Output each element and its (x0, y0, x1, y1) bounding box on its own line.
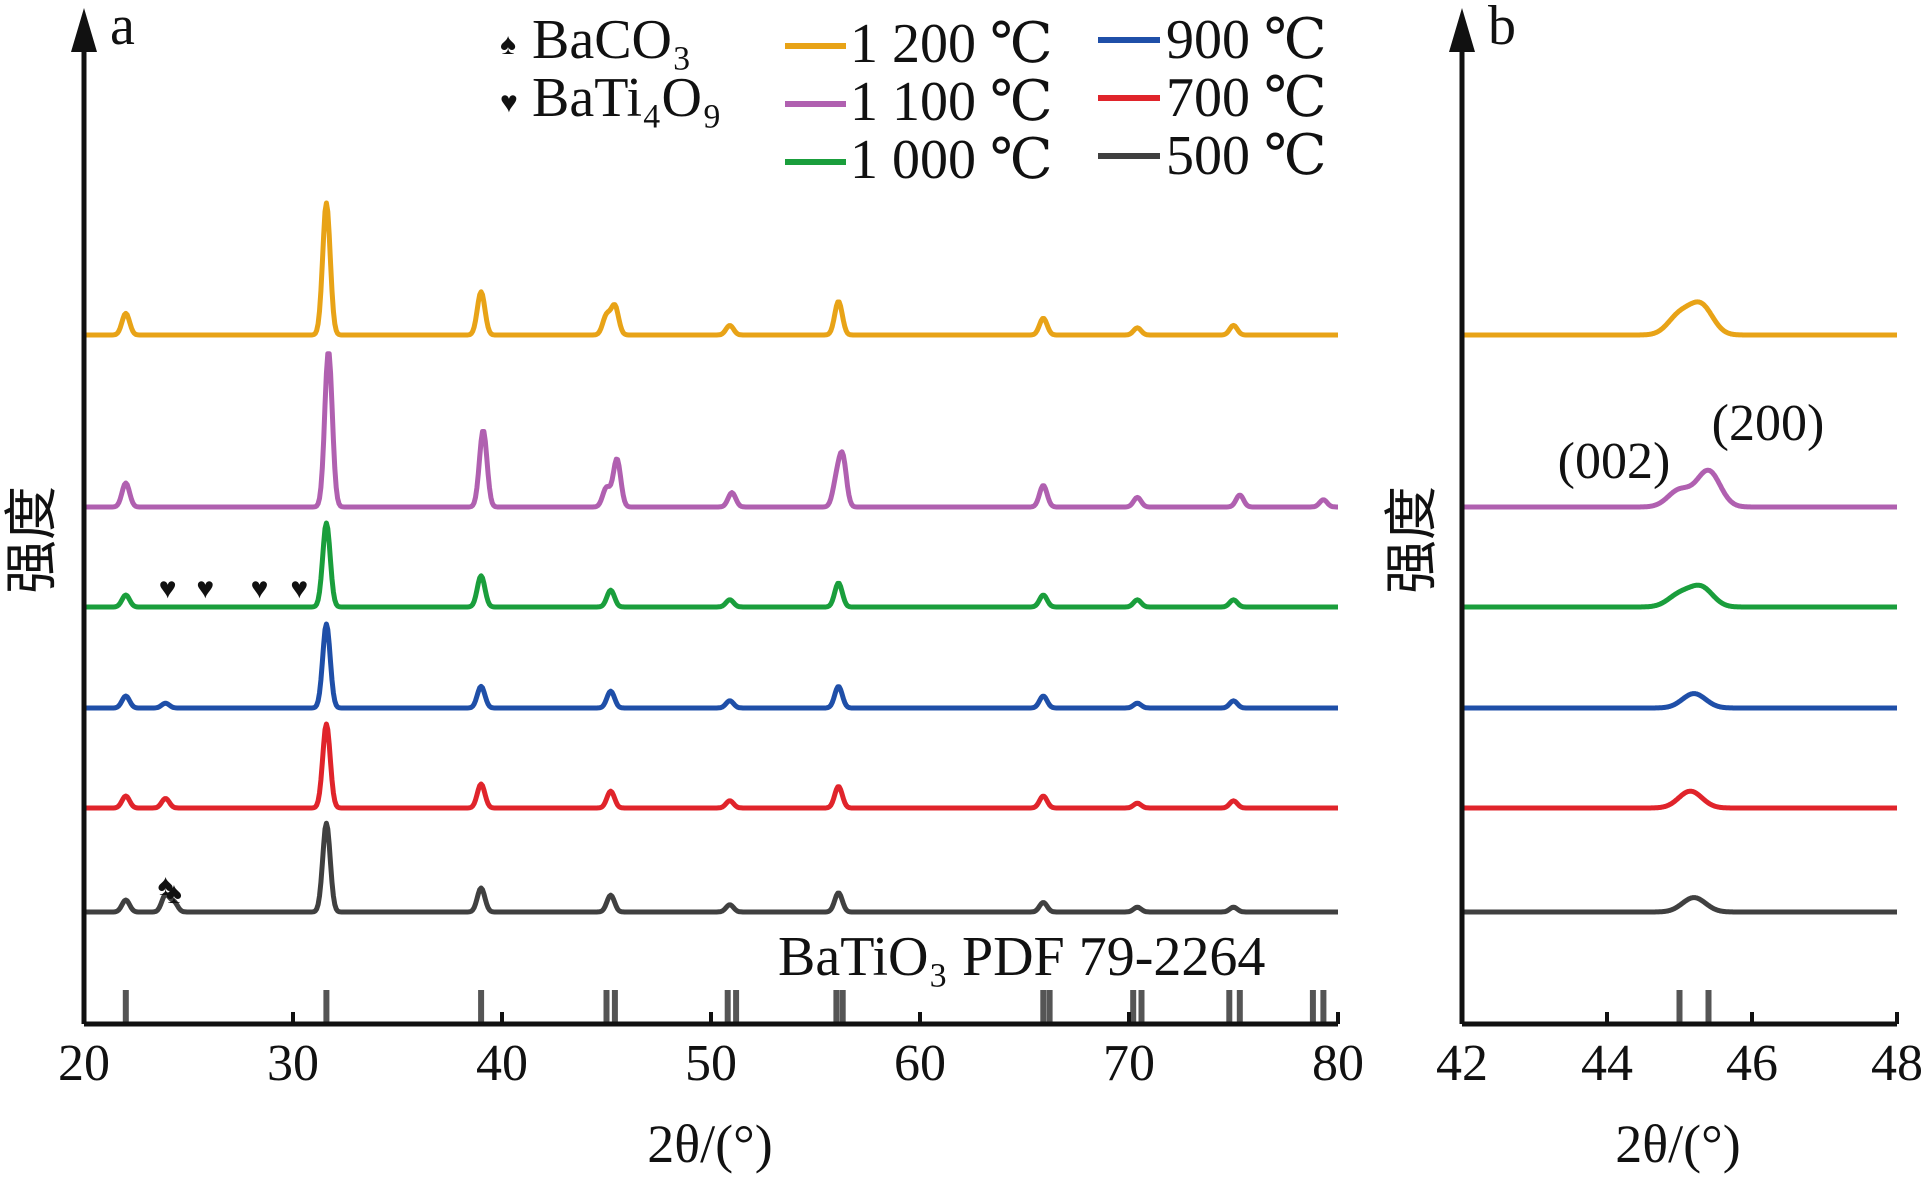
a-ref-peak-15 (1309, 990, 1316, 1024)
heart-icon: ♥ (196, 572, 214, 605)
a-ref-peak-8 (839, 990, 846, 1024)
legend-label-700: 700 ℃ (1166, 67, 1327, 129)
a-ref-peak-3 (603, 990, 610, 1024)
heart-icon: ♥ (251, 572, 269, 605)
a-ref-peak-1 (323, 990, 330, 1024)
b-tick-label-1: 44 (1581, 1035, 1633, 1092)
a-ref-peak-7 (833, 990, 840, 1024)
a-trace-0 (82, 200, 1340, 338)
b-trace-5 (1460, 895, 1899, 915)
a-tick-label-6: 80 (1312, 1035, 1364, 1092)
panel-a-reference-peaks (122, 990, 1327, 1024)
b-tick-label-0: 42 (1436, 1035, 1488, 1092)
a-tick-label-1: 30 (267, 1035, 319, 1092)
legend-label-1200: 1 200 ℃ (850, 13, 1053, 75)
panel-b-x-ticks: 42 44 46 48 (1436, 1012, 1923, 1092)
b-ref-peak-0 (1676, 990, 1683, 1024)
heart-icon: ♥ (500, 86, 518, 119)
a-trace-4 (82, 721, 1340, 811)
panel-b-letter: b (1488, 0, 1516, 57)
legend-label-500: 500 ℃ (1166, 125, 1327, 187)
a-ref-peak-0 (122, 990, 129, 1024)
legend-label-900: 900 ℃ (1166, 9, 1327, 71)
a-ref-peak-4 (611, 990, 618, 1024)
panel-b-ylabel: 强度 (1382, 486, 1442, 594)
a-tick-label-2: 40 (476, 1035, 528, 1092)
legend-label-1100: 1 100 ℃ (850, 71, 1053, 133)
b-trace-4 (1460, 788, 1899, 811)
reference-pattern-label: BaTiO₃ PDF 79-2264 (778, 926, 1265, 988)
panel-a-y-arrow (71, 8, 97, 52)
a-ref-peak-13 (1226, 990, 1233, 1024)
a-ref-peak-10 (1046, 990, 1053, 1024)
panel-b: 42 44 46 48 b 2θ/(°) 强度 (002) (200) (1382, 0, 1923, 1174)
panel-a-annotations: ♥ ♥ ♥ ♥ ♠♠ (158, 572, 309, 910)
legend-marker-baco3: BaCO₃ (532, 9, 692, 71)
a-ref-peak-9 (1040, 990, 1047, 1024)
heart-icon: ♥ (159, 572, 177, 605)
peak-label-200: (200) (1712, 395, 1825, 452)
peak-label-002: (002) (1558, 433, 1671, 490)
b-trace-2 (1460, 582, 1899, 610)
spade-icon: ♠ (500, 28, 516, 61)
a-ref-peak-14 (1236, 990, 1243, 1024)
b-ref-peak-1 (1705, 990, 1712, 1024)
a-tick-label-4: 60 (894, 1035, 946, 1092)
legend-label-1000: 1 000 ℃ (850, 129, 1053, 191)
a-ref-peak-5 (724, 990, 731, 1024)
panel-b-traces (1460, 299, 1899, 915)
a-ref-peak-6 (733, 990, 740, 1024)
b-tick-label-3: 48 (1871, 1035, 1923, 1092)
b-trace-0 (1460, 299, 1899, 338)
panel-b-xlabel: 2θ/(°) (1615, 1114, 1740, 1174)
panel-b-y-arrow (1449, 8, 1475, 52)
a-ref-peak-2 (478, 990, 485, 1024)
spade-icon: ♠ (166, 877, 182, 910)
legend-marker-bati4o9: BaTi₄O₉ (532, 67, 722, 129)
panel-a-traces (82, 200, 1340, 915)
b-tick-label-2: 46 (1726, 1035, 1778, 1092)
a-trace-2 (82, 520, 1340, 610)
a-trace-5 (82, 820, 1340, 915)
panel-b-reference-peaks (1676, 990, 1712, 1024)
heart-icon: ♥ (290, 572, 308, 605)
panel-a-x-ticks: 20 30 40 50 60 70 80 (58, 1012, 1364, 1092)
a-tick-label-3: 50 (685, 1035, 737, 1092)
a-tick-label-0: 20 (58, 1035, 110, 1092)
legend: ♠ BaCO₃ ♥ BaTi₄O₉ 1 200 ℃ 1 100 ℃ 1 000 … (500, 9, 1327, 191)
b-trace-3 (1460, 691, 1899, 711)
panel-a: ♥ ♥ ♥ ♥♠♠ 20 30 40 50 60 70 80 a 2θ/(°) 强度 BaTiO₃… (2, 0, 1364, 1174)
a-ref-peak-12 (1138, 990, 1145, 1024)
a-tick-label-5: 70 (1103, 1035, 1155, 1092)
panel-a-letter: a (110, 0, 135, 57)
a-ref-peak-11 (1130, 990, 1137, 1024)
a-ref-peak-16 (1320, 990, 1327, 1024)
a-trace-1 (82, 351, 1340, 510)
b-trace-1 (1460, 467, 1899, 510)
a-trace-3 (82, 621, 1340, 711)
spade-icon: ♠ (158, 869, 174, 902)
panel-a-ylabel: 强度 (2, 486, 62, 594)
panel-a-xlabel: 2θ/(°) (647, 1114, 772, 1174)
